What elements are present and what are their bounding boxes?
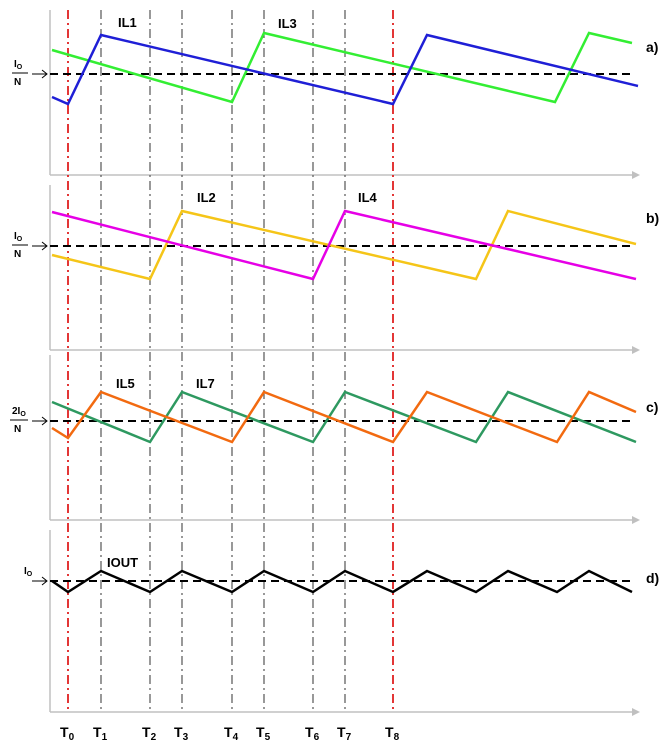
ref-c-top: 2I <box>12 406 21 417</box>
panel-c-reference-label: 2IO N <box>10 406 48 435</box>
ref-d-top: I <box>24 566 27 577</box>
time-label-t1: T1 <box>93 724 108 743</box>
ref-a-arrow <box>32 69 48 79</box>
trace-label-il3: IL3 <box>278 16 297 31</box>
trace-label-iout: IOUT <box>107 555 138 570</box>
panel-label-a: a) <box>646 39 658 55</box>
time-label-t3: T3 <box>174 724 189 743</box>
panel-label-b: b) <box>646 210 659 226</box>
trace-il4-waveform <box>51 209 637 281</box>
time-label-t4: T4 <box>224 724 239 743</box>
axes <box>49 10 640 716</box>
trace-label-il1: IL1 <box>118 15 137 30</box>
timing-labels: T0 T1 T2 T3 T4 T5 T6 T7 T8 <box>60 724 400 743</box>
ref-c-arrow <box>32 416 48 426</box>
ref-b-top: I <box>14 231 17 242</box>
panel-a-x-arrow <box>632 171 640 179</box>
time-guides <box>67 10 394 712</box>
panel-a-reference-label: IO N <box>12 59 48 88</box>
ref-a-bottom: N <box>14 77 21 88</box>
time-label-t8: T8 <box>385 724 400 743</box>
ref-b-top-sub: O <box>17 236 23 243</box>
ref-a-top-sub: O <box>17 64 23 71</box>
ref-c-top-sub: O <box>20 411 26 418</box>
svg-text:IO: IO <box>14 231 23 243</box>
time-label-t6: T6 <box>305 724 320 743</box>
time-label-t5: T5 <box>256 724 271 743</box>
ref-c-bottom: N <box>14 424 21 435</box>
panel-d-x-arrow <box>632 708 640 716</box>
panel-c-x-arrow <box>632 516 640 524</box>
trace-label-il2: IL2 <box>197 190 216 205</box>
trace-il1-waveform <box>51 33 639 106</box>
svg-text:IO: IO <box>24 566 33 578</box>
trace-il7-waveform <box>51 390 637 444</box>
ref-a-top: I <box>14 59 17 70</box>
trace-label-il4: IL4 <box>358 190 378 205</box>
trace-iout-waveform <box>51 569 633 594</box>
panel-d-reference-label: IO <box>24 566 48 586</box>
svg-text:IO: IO <box>14 59 23 71</box>
panel-d: IOUT d) IO <box>24 555 659 594</box>
panel-label-d: d) <box>646 570 659 586</box>
ref-d-top-sub: O <box>27 571 33 578</box>
trace-il3-waveform <box>51 31 633 104</box>
panel-c: IL5 IL7 c) 2IO N <box>10 376 658 444</box>
svg-text:2IO: 2IO <box>12 406 26 418</box>
time-label-t7: T7 <box>337 724 352 743</box>
trace-label-il5: IL5 <box>116 376 135 391</box>
time-label-t2: T2 <box>142 724 157 743</box>
ref-b-arrow <box>32 241 48 251</box>
panel-label-c: c) <box>646 399 658 415</box>
time-label-t0: T0 <box>60 724 75 743</box>
panel-a: IL1 IL3 a) IO N <box>12 15 658 106</box>
panel-b-x-arrow <box>632 346 640 354</box>
ref-d-arrow <box>32 576 48 586</box>
ref-b-bottom: N <box>14 249 21 260</box>
panel-b-reference-label: IO N <box>12 231 48 260</box>
trace-il5-waveform <box>51 390 637 444</box>
trace-label-il7: IL7 <box>196 376 215 391</box>
panel-b: IL2 IL4 b) IO N <box>12 190 659 281</box>
